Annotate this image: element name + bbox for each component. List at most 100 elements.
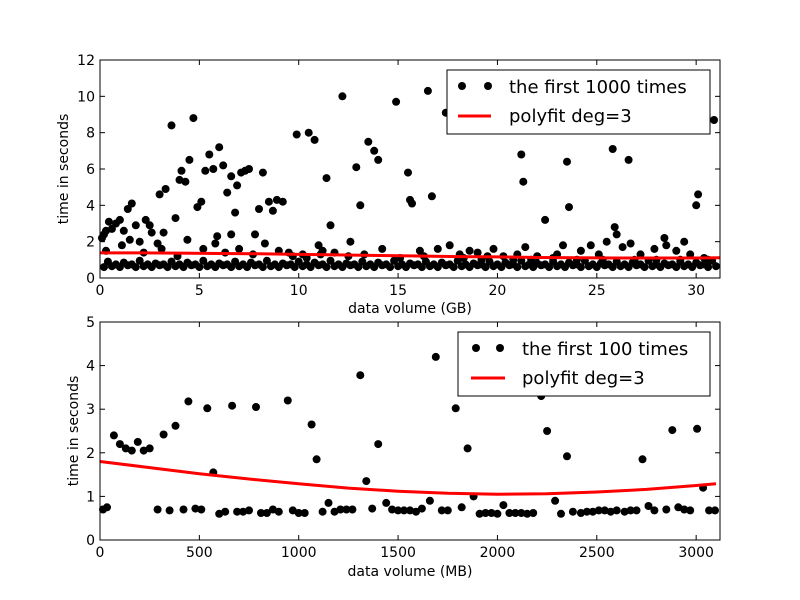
data-point-gb-10 <box>131 221 140 230</box>
data-point-mb-88 <box>644 502 653 510</box>
data-point-mb-66 <box>505 509 514 517</box>
data-point-gb-73 <box>465 246 474 255</box>
data-point-gb-265 <box>143 260 152 269</box>
data-point-gb-100 <box>660 234 669 242</box>
data-point-gb-58 <box>352 163 361 172</box>
data-point-gb-56 <box>338 92 347 101</box>
data-point-gb-71 <box>445 241 454 250</box>
y-tick-label-gb-4: 8 <box>86 126 95 142</box>
data-point-mb-53 <box>425 496 434 505</box>
y-tick-label-gb-6: 12 <box>77 53 95 69</box>
legend-box-mb <box>457 331 711 397</box>
data-point-gb-113 <box>145 221 154 230</box>
data-point-gb-31 <box>215 143 224 152</box>
data-point-gb-40 <box>251 230 259 239</box>
data-point-mb-13 <box>179 505 188 514</box>
data-point-mb-55 <box>437 506 446 515</box>
data-point-gb-116 <box>183 235 192 244</box>
y-tick-label-gb-0: 0 <box>86 271 95 287</box>
data-point-gb-95 <box>618 243 627 252</box>
data-point-gb-239 <box>342 259 351 268</box>
data-point-mb-52 <box>417 504 426 513</box>
data-point-gb-300 <box>700 260 709 269</box>
data-point-mb-75 <box>563 452 571 461</box>
data-point-gb-55 <box>326 221 335 230</box>
data-point-mb-32 <box>294 509 303 517</box>
data-point-mb-84 <box>620 507 629 516</box>
legend-mb: the first 100 times polyfit deg=3 <box>457 331 711 397</box>
x-tick-label-gb-6: 30 <box>687 283 705 299</box>
data-point-gb-91 <box>602 237 611 246</box>
data-point-gb-226 <box>135 256 144 265</box>
data-point-gb-255 <box>596 259 605 268</box>
data-point-mb-76 <box>568 507 577 516</box>
data-point-mb-9 <box>153 505 162 514</box>
data-point-gb-89 <box>586 241 595 250</box>
data-point-gb-28 <box>205 150 214 159</box>
data-point-gb-294 <box>604 260 613 269</box>
data-point-gb-66 <box>408 199 416 208</box>
legend-marker-points-mb-2 <box>496 344 504 352</box>
data-point-mb-83 <box>612 506 621 515</box>
data-point-mb-4 <box>121 444 130 453</box>
data-point-gb-61 <box>370 146 379 155</box>
data-point-gb-11 <box>135 237 144 246</box>
data-point-gb-30 <box>213 232 222 241</box>
data-point-gb-228 <box>167 257 176 266</box>
data-point-gb-256 <box>612 257 621 266</box>
data-point-mb-2 <box>109 431 118 440</box>
data-point-mb-22 <box>233 507 242 516</box>
data-point-gb-134 <box>433 244 442 253</box>
data-point-gb-86 <box>563 157 571 166</box>
data-point-gb-227 <box>151 259 160 268</box>
data-point-mb-91 <box>668 426 677 435</box>
data-point-gb-275 <box>302 260 311 269</box>
data-point-gb-238 <box>326 256 335 265</box>
data-point-mb-98 <box>711 506 719 515</box>
data-point-gb-7 <box>119 226 128 235</box>
y-tick-label-mb-3: 3 <box>86 402 95 418</box>
y-tick-label-mb-5: 5 <box>86 315 95 331</box>
data-point-mb-59 <box>463 444 472 453</box>
data-point-mb-5 <box>127 446 136 455</box>
data-point-gb-245 <box>437 258 446 267</box>
data-point-gb-8 <box>123 205 132 213</box>
data-point-mb-47 <box>388 505 397 514</box>
data-point-mb-87 <box>638 455 647 464</box>
data-point-gb-97 <box>626 239 635 248</box>
x-tick-label-gb-4: 20 <box>489 283 507 299</box>
data-point-mb-36 <box>318 507 327 516</box>
data-point-gb-286 <box>477 260 486 269</box>
x-tick-label-gb-1: 5 <box>195 283 204 299</box>
data-point-gb-83 <box>541 215 550 224</box>
data-point-mb-72 <box>543 427 552 435</box>
data-point-gb-292 <box>572 260 581 269</box>
data-point-gb-69 <box>427 192 436 201</box>
data-point-gb-64 <box>404 168 412 177</box>
data-point-gb-233 <box>247 258 255 267</box>
data-point-gb-291 <box>557 260 565 269</box>
data-point-gb-33 <box>223 188 232 197</box>
data-point-mb-10 <box>159 430 168 439</box>
data-point-gb-266 <box>159 260 168 269</box>
data-point-mb-7 <box>139 446 148 455</box>
x-tick-label-gb-3: 15 <box>389 283 407 299</box>
data-point-gb-110 <box>117 241 126 250</box>
data-point-gb-235 <box>278 259 287 268</box>
data-point-mb-6 <box>133 437 142 446</box>
data-point-mb-51 <box>412 507 420 516</box>
data-point-mb-81 <box>600 506 609 515</box>
data-point-mb-26 <box>257 509 265 517</box>
data-point-gb-42 <box>258 168 267 177</box>
data-point-gb-101 <box>662 241 671 250</box>
data-point-gb-16 <box>159 228 168 237</box>
x-axis-label-mb: data volume (MB) <box>348 564 473 580</box>
data-point-gb-9 <box>127 199 136 208</box>
data-point-gb-29 <box>209 165 218 173</box>
data-point-mb-82 <box>606 507 615 516</box>
data-point-gb-131 <box>378 244 387 253</box>
data-point-mb-19 <box>215 509 224 518</box>
data-point-gb-54 <box>322 174 331 183</box>
y-tick-label-gb-3: 6 <box>86 162 95 178</box>
data-point-mb-14 <box>184 397 193 406</box>
